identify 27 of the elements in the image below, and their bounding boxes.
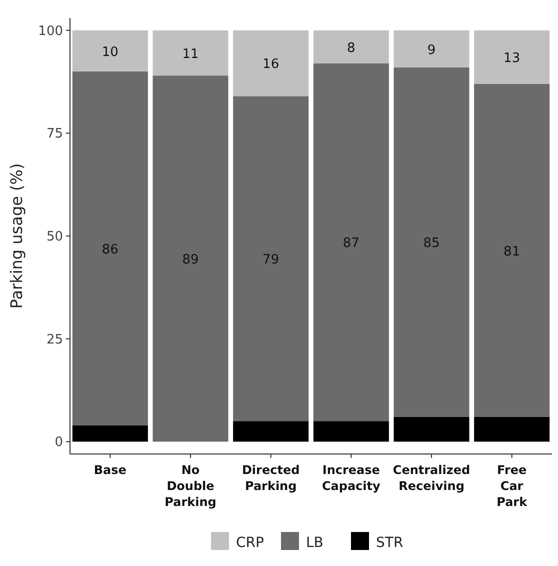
- y-tick-label: 0: [54, 435, 63, 450]
- legend-label: LB: [306, 535, 324, 551]
- data-label: 13: [504, 51, 520, 66]
- data-label: 10: [102, 44, 118, 60]
- x-tick-label: No Double Parking: [164, 463, 216, 509]
- data-label: 86: [102, 242, 118, 258]
- x-tick-label: Free Car Park: [496, 463, 528, 509]
- legend-label: CRP: [236, 535, 264, 551]
- data-label: 89: [182, 252, 199, 268]
- y-tick-label: 75: [46, 126, 63, 142]
- data-label: 9: [427, 42, 436, 58]
- data-label: 79: [262, 252, 280, 268]
- data-label: 11: [182, 46, 199, 62]
- x-tick-label: Increase Capacity: [322, 463, 381, 493]
- x-tick-label: Base: [94, 463, 126, 477]
- y-axis-title: Parking usage (%): [7, 163, 26, 309]
- legend-label: STR: [376, 535, 404, 551]
- y-tick-label: 100: [38, 24, 63, 39]
- y-tick-label: 50: [46, 230, 63, 245]
- data-label: 81: [504, 244, 520, 260]
- data-label: 8: [347, 40, 356, 56]
- data-label: 85: [423, 236, 440, 252]
- y-tick-label: 25: [46, 332, 63, 348]
- data-label: 16: [262, 57, 280, 72]
- data-label: 87: [342, 236, 360, 252]
- x-tick-label: Centralized Receiving: [392, 463, 470, 493]
- x-tick-label: Directed Parking: [242, 463, 300, 493]
